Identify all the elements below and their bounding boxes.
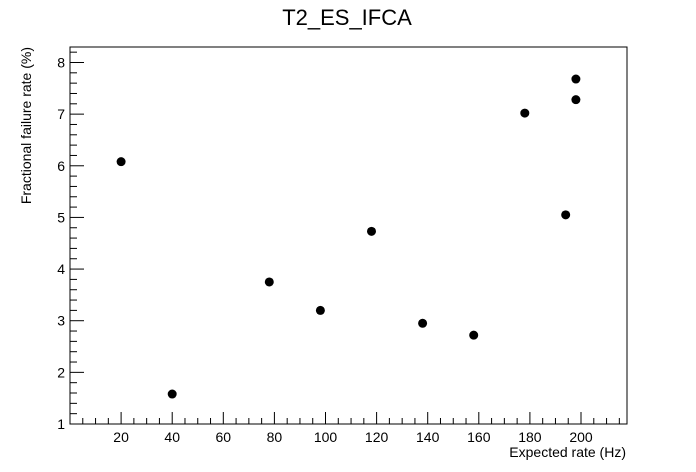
data-points — [116, 74, 581, 399]
x-tick-label: 120 — [365, 429, 389, 445]
y-tick-label: 7 — [57, 106, 65, 122]
y-axis-label: Fractional failure rate (%) — [18, 47, 34, 204]
data-point — [571, 95, 581, 105]
x-tick-label: 180 — [518, 429, 542, 445]
x-tick-label: 20 — [113, 429, 129, 445]
y-tick-label: 6 — [57, 158, 65, 174]
x-axis-tick-labels: 20 40 60 80 100 120 140 160 180 200 — [113, 429, 593, 445]
y-tick-label: 8 — [57, 54, 65, 70]
data-point — [469, 330, 479, 340]
y-tick-label: 5 — [57, 209, 65, 225]
data-point — [167, 389, 177, 399]
plot-frame — [69, 46, 628, 425]
y-axis-ticks — [70, 51, 84, 425]
y-tick-label: 3 — [57, 313, 65, 329]
x-axis-label: Expected rate (Hz) — [509, 444, 626, 460]
x-tick-label: 200 — [569, 429, 593, 445]
y-axis-tick-labels: 1 2 3 4 5 6 7 8 — [57, 54, 65, 432]
chart-title: T2_ES_IFCA — [282, 5, 412, 30]
y-tick-label: 1 — [57, 416, 65, 432]
data-point — [571, 74, 581, 84]
x-tick-label: 140 — [416, 429, 440, 445]
x-axis-ticks — [82, 412, 620, 424]
x-tick-label: 60 — [216, 429, 232, 445]
data-point — [561, 210, 571, 220]
data-point — [520, 108, 530, 118]
x-tick-label: 100 — [314, 429, 338, 445]
x-tick-label: 40 — [164, 429, 180, 445]
data-point — [418, 318, 428, 328]
data-point — [366, 226, 376, 236]
y-tick-label: 4 — [57, 261, 65, 277]
x-tick-label: 160 — [467, 429, 491, 445]
x-tick-label: 80 — [267, 429, 283, 445]
data-point — [116, 157, 126, 167]
data-point — [315, 305, 325, 315]
y-tick-label: 2 — [57, 364, 65, 380]
data-point — [264, 277, 274, 287]
